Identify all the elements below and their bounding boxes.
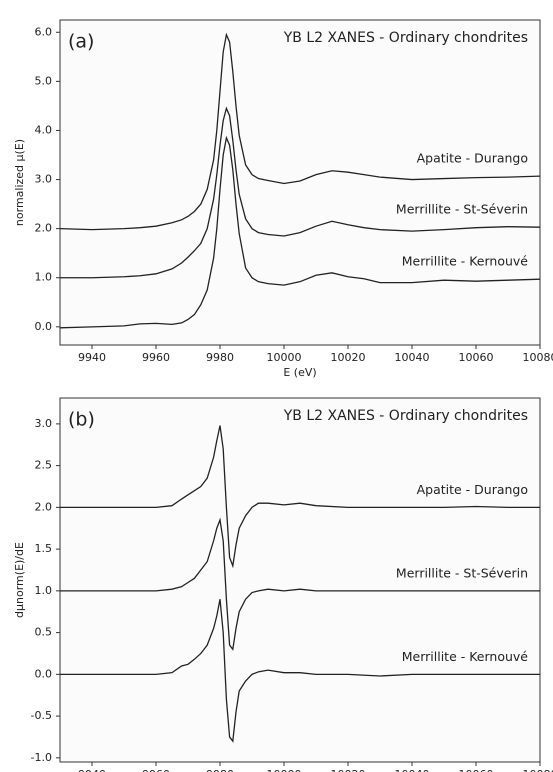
plot-area (59, 397, 541, 763)
x-tick-label: 9960 (142, 768, 170, 772)
chart-title: YB L2 XANES - Ordinary chondrites (283, 408, 528, 424)
x-tick-label: 10060 (459, 768, 494, 772)
y-tick-label: 0.0 (35, 667, 53, 680)
x-tick-label: 10060 (459, 351, 494, 364)
x-tick-label: 9980 (206, 351, 234, 364)
y-tick-label: 3.0 (35, 173, 53, 186)
x-tick-label: 9940 (78, 351, 106, 364)
x-tick-label: 9960 (142, 351, 170, 364)
x-tick-label: 10020 (331, 351, 366, 364)
y-tick-label: 3.0 (35, 417, 53, 430)
x-axis-label: E (eV) (283, 366, 316, 379)
series-line (60, 517, 540, 651)
x-tick-label: 10020 (331, 768, 366, 772)
series-line (59, 32, 541, 231)
y-tick-label: 2.0 (35, 500, 53, 513)
series-line (60, 599, 540, 743)
x-tick-label: 10040 (395, 351, 430, 364)
y-tick-label: 0.5 (35, 626, 53, 639)
y-axis-label: normalized μ(E) (13, 139, 26, 226)
y-tick-label: 1.5 (35, 542, 53, 555)
series-line (60, 106, 541, 279)
y-tick-label: 2.0 (35, 222, 53, 235)
y-tick-label: -0.5 (31, 709, 52, 722)
series-label: Merrillite - St-Séverin (396, 202, 528, 217)
x-tick-label: 10000 (267, 351, 302, 364)
y-tick-label: 4.0 (35, 123, 53, 136)
x-tick-label: 10040 (395, 768, 430, 772)
y-tick-label: 5.0 (35, 74, 53, 87)
plot-area (59, 19, 541, 346)
chart-title: YB L2 XANES - Ordinary chondrites (283, 30, 528, 46)
y-tick-label: 1.0 (35, 584, 53, 597)
y-tick-label: -1.0 (31, 751, 52, 764)
y-tick-label: 6.0 (35, 25, 53, 38)
series-label: Merrillite - St-Séverin (396, 565, 528, 580)
x-tick-label: 9980 (206, 768, 234, 772)
series-label: Apatite - Durango (417, 151, 528, 166)
series-label: Merrillite - Kernouvé (402, 254, 529, 269)
y-tick-label: 0.0 (35, 320, 53, 333)
series-line (60, 425, 540, 569)
x-tick-label: 10000 (267, 768, 302, 772)
y-tick-label: 1.0 (35, 271, 53, 284)
y-tick-label: 2.5 (35, 459, 53, 472)
series-label: Apatite - Durango (417, 482, 528, 497)
y-axis-label: dμnorm(E)/dE (13, 542, 26, 618)
series-label: Merrillite - Kernouvé (402, 649, 529, 664)
series-line (59, 135, 541, 329)
x-tick-label: 9940 (78, 768, 106, 772)
panel-label: (b) (68, 409, 95, 431)
panel-label: (a) (68, 31, 94, 53)
